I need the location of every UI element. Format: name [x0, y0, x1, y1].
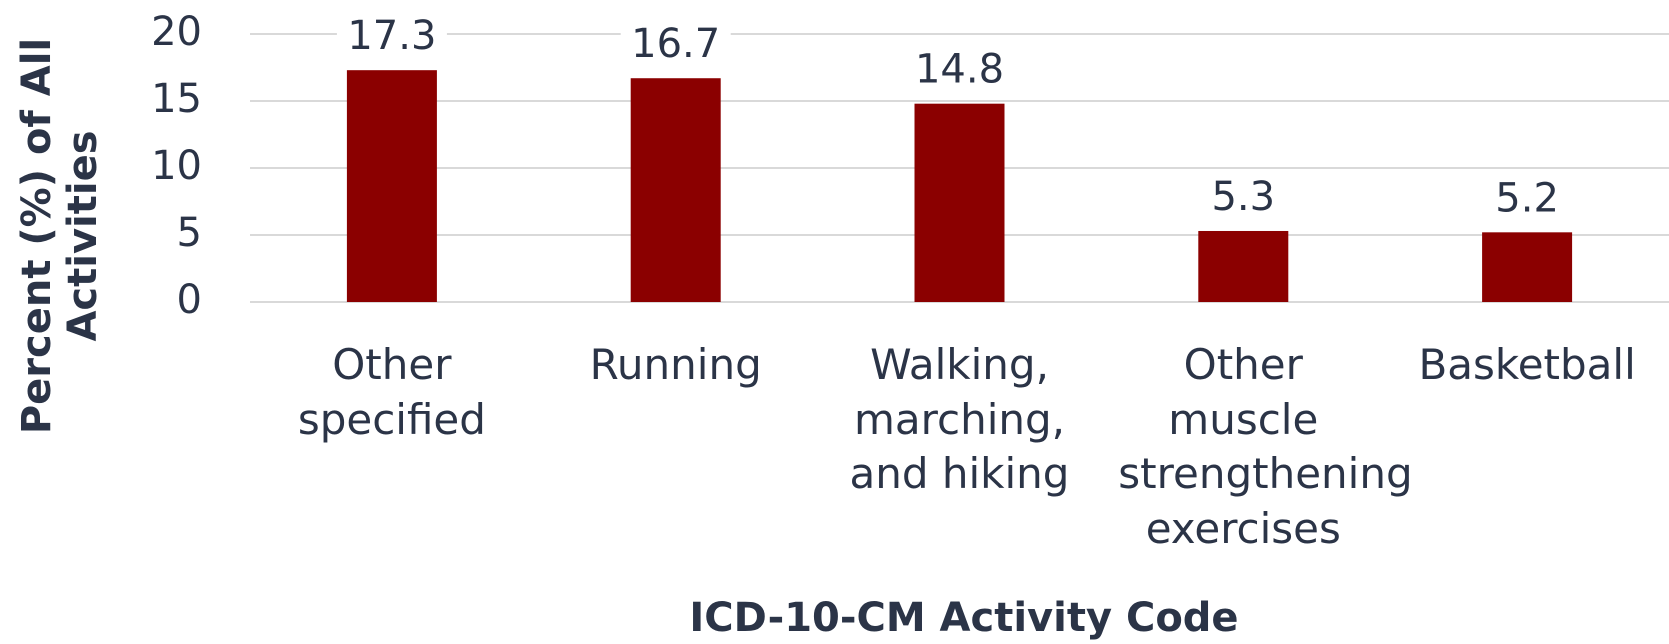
y-tick-label: 15 — [151, 76, 202, 122]
bar — [1482, 232, 1573, 302]
y-tick-label: 0 — [177, 277, 202, 323]
x-tick-label: Running — [589, 340, 762, 389]
bar — [346, 70, 437, 303]
y-tick-label: 5 — [177, 210, 202, 256]
data-label: 5.2 — [1495, 175, 1559, 221]
data-label: 16.7 — [631, 21, 720, 67]
x-axis-title: ICD-10-CM Activity Code — [689, 595, 1239, 641]
label-bg — [336, 12, 447, 63]
data-label: 5.3 — [1211, 174, 1275, 220]
label-bg — [620, 20, 731, 71]
x-tick-label: Walking, marching, and hiking — [849, 340, 1070, 499]
label-bg — [1472, 174, 1583, 225]
x-tick-label: Basketball — [1418, 340, 1636, 389]
bar — [914, 103, 1005, 303]
y-axis-title: Percent (%) of All Activities — [14, 37, 106, 435]
data-label: 14.8 — [915, 47, 1004, 93]
x-tick-label: Other muscle strengthening exercises — [1118, 340, 1413, 553]
bar — [1198, 230, 1289, 302]
x-tick-label: Other specified — [297, 340, 486, 444]
bar — [630, 78, 721, 302]
label-bg — [904, 45, 1015, 96]
data-label: 17.3 — [347, 13, 436, 59]
y-tick-label: 10 — [151, 143, 202, 189]
label-bg — [1188, 172, 1299, 223]
y-tick-label: 20 — [151, 9, 202, 55]
